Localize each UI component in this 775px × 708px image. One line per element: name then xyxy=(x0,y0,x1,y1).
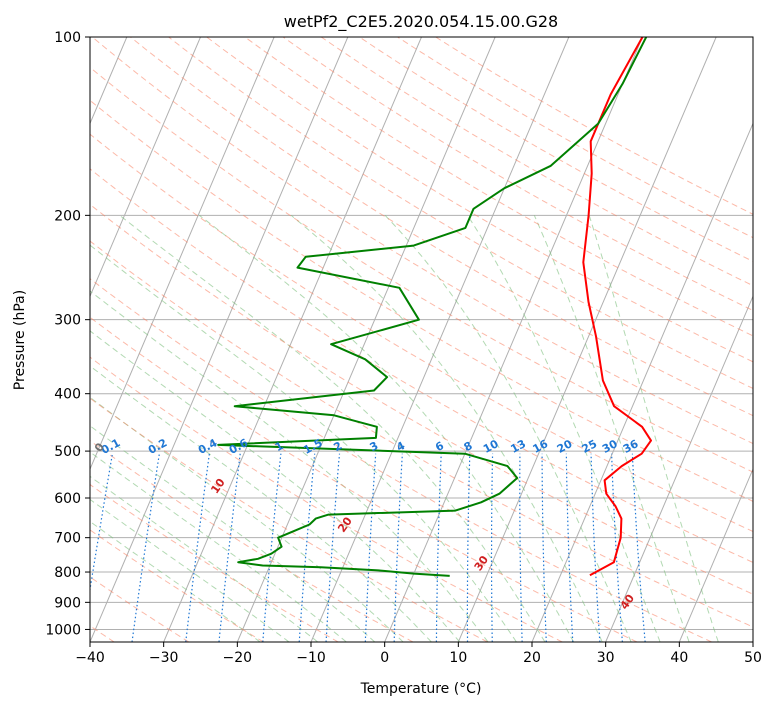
y-tick-label-300: 300 xyxy=(54,313,81,329)
x-tick-label-30: 30 xyxy=(597,650,615,666)
isotherm-40 xyxy=(678,467,753,642)
mixing-ratio-2 xyxy=(325,453,341,642)
x-axis-label: Temperature (°C) xyxy=(360,681,482,697)
mixing-ratio-3 xyxy=(364,453,377,642)
moist-adiabat--16 xyxy=(90,498,290,642)
temperature-line xyxy=(582,37,652,577)
mixing-ratio-label-12: 13 xyxy=(508,437,528,456)
y-tick-label-1000: 1000 xyxy=(45,622,81,638)
y-tick-label-200: 200 xyxy=(54,208,81,224)
mixing-ratio-label-11: 10 xyxy=(481,437,501,456)
dry-adiabat-130 xyxy=(168,37,753,389)
mixing-ratio-label-13: 16 xyxy=(531,437,551,456)
plot-area: 0.10.20.40.611.52346810131620253036-100-… xyxy=(90,37,753,642)
mixing-ratio-4 xyxy=(393,453,403,642)
y-axis-label: Pressure (hPa) xyxy=(12,290,28,390)
dry-adiabat-40 xyxy=(90,278,712,642)
y-tick-label-800: 800 xyxy=(54,565,81,581)
y-tick-label-500: 500 xyxy=(54,444,81,460)
mixing-ratio-label-17: 36 xyxy=(621,437,641,456)
axes: −40 −30 −20 −10 0 10 20 30 40 50 1000 900 800 700 600 5… xyxy=(45,30,762,666)
moist-adiabat-44 xyxy=(588,215,719,642)
moist-adiabat--20 xyxy=(90,520,261,642)
isotherm--60 xyxy=(90,37,201,298)
x-tick-label--10: −10 xyxy=(296,650,326,666)
mixing-ratio-25 xyxy=(590,453,601,642)
mixing-ratio-label-16: 30 xyxy=(600,437,620,456)
moist-adiabat-28 xyxy=(290,214,603,642)
dry-adiabat-110 xyxy=(91,37,753,445)
dry-adiabat-30 xyxy=(90,316,638,642)
x-tick-label--30: −30 xyxy=(149,650,179,666)
x-tick-label--20: −20 xyxy=(223,650,253,666)
dry-adiabat-50 xyxy=(90,240,753,628)
chart-title: wetPf2_C2E5.2020.054.15.00.G28 xyxy=(284,12,558,32)
y-tick-label-100: 100 xyxy=(54,30,81,46)
isotherm--30 xyxy=(163,37,422,642)
mixing-ratio-lines xyxy=(90,453,646,642)
mixing-ratio-20 xyxy=(565,453,574,642)
y-tick-label-400: 400 xyxy=(54,387,81,403)
mixing-ratio-13 xyxy=(519,453,523,642)
isotherm--50 xyxy=(90,37,275,471)
moist-adiabat--8 xyxy=(90,451,347,642)
dewpoint-line xyxy=(217,37,648,577)
moist-adiabat-36 xyxy=(467,215,661,642)
dry-adiabat-70 xyxy=(90,168,753,563)
mixing-ratio-8 xyxy=(466,453,471,642)
isotherm-10 xyxy=(457,37,717,642)
moist-adiabat-0 xyxy=(90,396,404,642)
isobar-grid xyxy=(90,37,753,630)
x-tick-label-40: 40 xyxy=(670,650,688,666)
isotherm-30 xyxy=(605,295,753,642)
moist-adiabat-32 xyxy=(384,214,632,642)
dry-adiabat--10 xyxy=(90,483,339,642)
moist-adiabat--4 xyxy=(90,425,376,642)
y-tick-label-900: 900 xyxy=(54,595,81,611)
sounding-series xyxy=(217,37,652,577)
dry-adiabat-120 xyxy=(130,37,753,417)
dry-adiabat-20 xyxy=(90,356,563,642)
dry-adiabat-150 xyxy=(244,37,753,337)
moist-adiabat-12 xyxy=(90,290,489,642)
moist-adiabat-24 xyxy=(198,214,575,642)
moist-adiabat-40 xyxy=(533,215,690,642)
dry-adiabat-90 xyxy=(90,99,753,502)
x-tick-label-50: 50 xyxy=(744,650,762,666)
mixing-ratio-6 xyxy=(435,453,442,642)
x-tick-label-0: 0 xyxy=(380,650,389,666)
y-tick-label-700: 700 xyxy=(54,531,81,547)
moist-adiabat--12 xyxy=(90,475,319,642)
isotherm-0 xyxy=(384,37,643,642)
dry-adiabat-60 xyxy=(90,203,753,595)
moist-adiabat-20 xyxy=(119,214,546,642)
plot-frame xyxy=(89,36,754,643)
isotherm--40 xyxy=(90,37,349,642)
dry-adiabat--20 xyxy=(90,529,264,642)
x-tick-label--40: −40 xyxy=(75,650,105,666)
dry-adiabat-80 xyxy=(90,133,753,533)
x-tick-label-10: 10 xyxy=(449,650,467,666)
mixing-ratio-label-14: 20 xyxy=(555,437,575,456)
mixing-ratio-30 xyxy=(611,453,623,642)
mixing-ratio-16 xyxy=(541,453,547,642)
mixing-ratio-label-15: 25 xyxy=(580,437,600,456)
dry-adiabats xyxy=(90,37,753,642)
x-tick-label-20: 20 xyxy=(523,650,541,666)
y-tick-label-600: 600 xyxy=(54,491,81,507)
mixing-ratio-10 xyxy=(490,453,494,642)
isotherm-20 xyxy=(531,122,753,642)
dry-adiabat-160 xyxy=(282,37,753,312)
